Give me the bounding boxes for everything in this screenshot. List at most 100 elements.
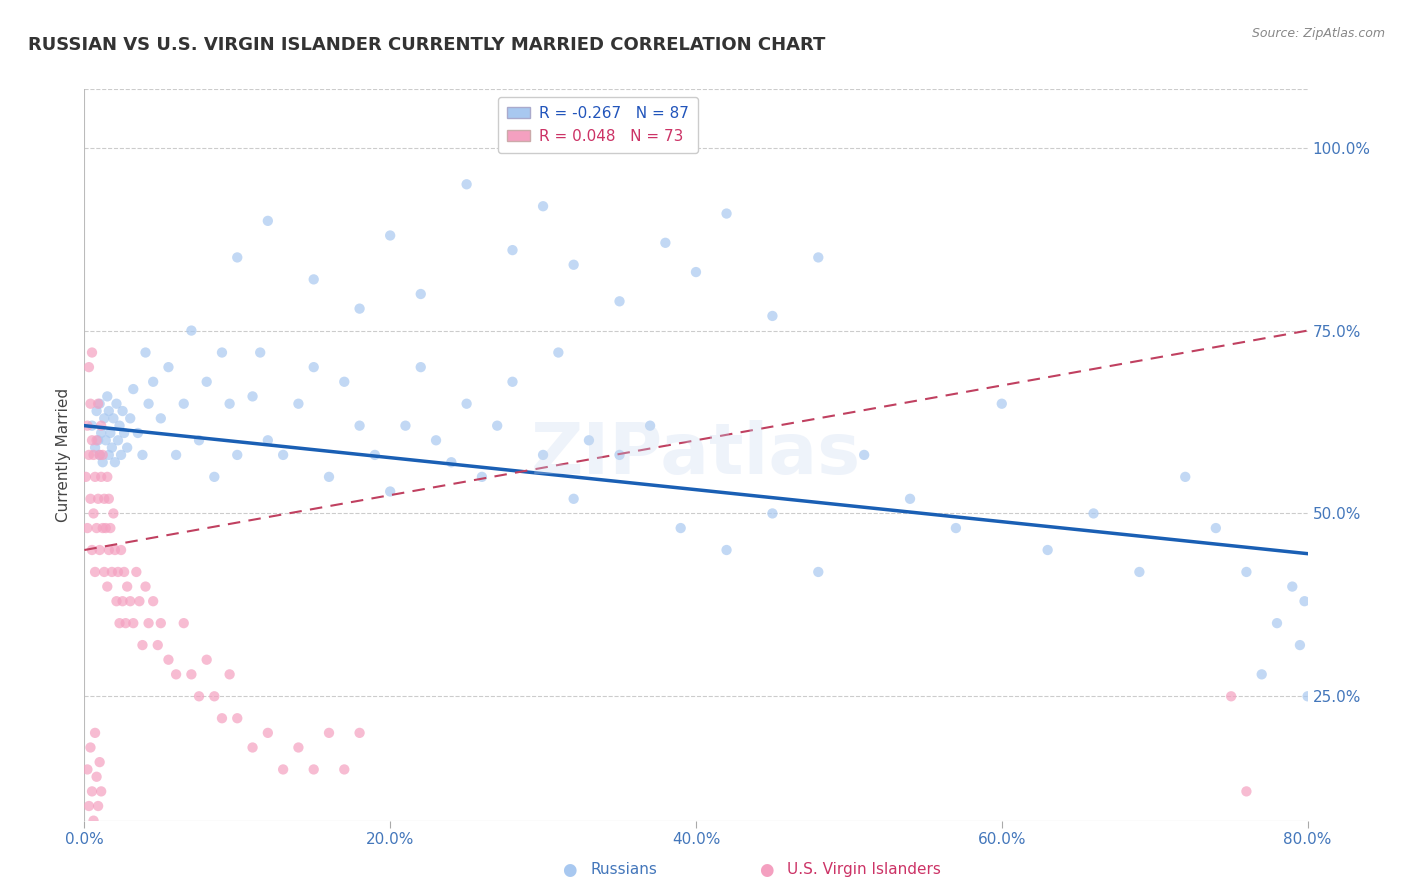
Point [531, 448, 554, 462]
Point [131, 448, 153, 462]
Point [1281, 580, 1303, 594]
Point [173, 616, 195, 631]
Point [128, 594, 150, 608]
Point [108, 616, 131, 631]
Point [91, 448, 114, 462]
Point [86, 770, 108, 784]
Point [1128, 565, 1150, 579]
Point [218, 397, 240, 411]
Point [456, 178, 478, 192]
Point [1205, 521, 1227, 535]
Point [761, 507, 783, 521]
Point [349, 418, 371, 433]
Point [531, 199, 554, 213]
Point [87, 799, 110, 814]
Point [180, 667, 202, 681]
Point [96, 470, 118, 484]
Point [578, 434, 600, 448]
Point [120, 411, 142, 425]
Point [609, 448, 631, 462]
Point [226, 448, 249, 462]
Point [98, 425, 121, 440]
Text: ●: ● [562, 861, 576, 879]
Point [349, 726, 371, 740]
Point [84, 441, 107, 455]
Point [89, 448, 111, 462]
Point [638, 418, 661, 433]
Point [101, 441, 124, 455]
Point [502, 243, 524, 257]
Point [79, 740, 101, 755]
Point [502, 375, 524, 389]
Point [173, 397, 195, 411]
Point [302, 272, 325, 286]
Point [257, 214, 280, 228]
Point [120, 594, 142, 608]
Text: ●: ● [759, 861, 773, 879]
Point [77, 799, 100, 814]
Point [93, 491, 115, 506]
Point [80, 434, 103, 448]
Point [226, 711, 249, 725]
Point [122, 382, 145, 396]
Point [79, 397, 101, 411]
Point [898, 491, 921, 506]
Point [103, 411, 125, 425]
Point [96, 389, 118, 403]
Point [318, 470, 340, 484]
Point [86, 521, 108, 535]
Point [104, 543, 127, 558]
Point [97, 448, 120, 462]
Point [1174, 470, 1197, 484]
Text: U.S. Virgin Islanders: U.S. Virgin Islanders [787, 863, 941, 877]
Point [562, 491, 585, 506]
Point [87, 491, 110, 506]
Legend: R = -0.267   N = 87, R = 0.048   N = 73: R = -0.267 N = 87, R = 0.048 N = 73 [498, 97, 699, 153]
Point [716, 543, 738, 558]
Point [96, 580, 118, 594]
Point [287, 397, 309, 411]
Text: Russians: Russians [591, 863, 658, 877]
Point [89, 543, 111, 558]
Point [83, 448, 105, 462]
Point [76, 521, 98, 535]
Point [77, 360, 100, 375]
Point [94, 434, 117, 448]
Point [211, 711, 233, 725]
Point [80, 345, 103, 359]
Point [547, 345, 569, 359]
Point [91, 455, 114, 469]
Point [242, 740, 264, 755]
Point [1294, 594, 1316, 608]
Point [195, 653, 218, 667]
Point [122, 616, 145, 631]
Point [456, 397, 478, 411]
Point [394, 418, 416, 433]
Point [107, 565, 129, 579]
Point [249, 345, 271, 359]
Point [409, 360, 432, 375]
Point [93, 565, 115, 579]
Point [146, 638, 169, 652]
Point [105, 594, 128, 608]
Point [211, 345, 233, 359]
Point [242, 389, 264, 403]
Point [138, 616, 160, 631]
Point [287, 740, 309, 755]
Point [86, 404, 108, 418]
Point [333, 375, 356, 389]
Point [112, 565, 135, 579]
Point [90, 418, 112, 433]
Point [108, 418, 131, 433]
Text: RUSSIAN VS U.S. VIRGIN ISLANDER CURRENTLY MARRIED CORRELATION CHART: RUSSIAN VS U.S. VIRGIN ISLANDER CURRENTL… [28, 36, 825, 54]
Text: ZIPatlas: ZIPatlas [531, 420, 860, 490]
Point [486, 418, 509, 433]
Point [1236, 784, 1258, 798]
Text: Source: ZipAtlas.com: Source: ZipAtlas.com [1251, 27, 1385, 40]
Point [333, 763, 356, 777]
Point [98, 521, 121, 535]
Point [83, 814, 105, 828]
Point [112, 425, 135, 440]
Point [90, 784, 112, 798]
Point [138, 397, 160, 411]
